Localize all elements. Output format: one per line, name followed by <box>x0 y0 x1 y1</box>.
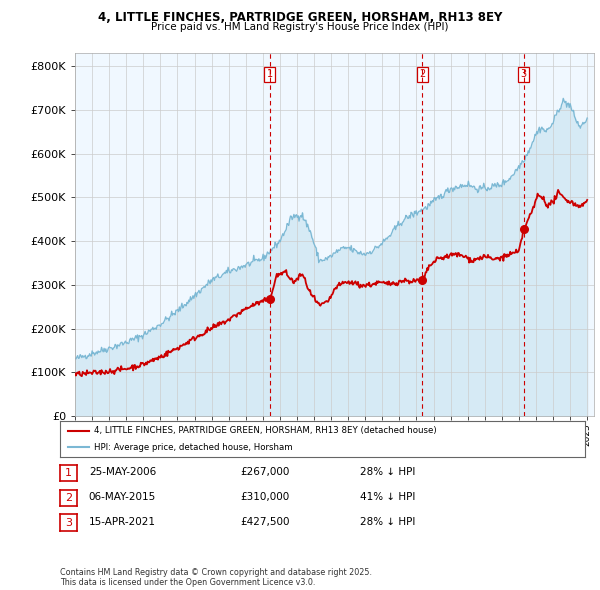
Text: 1: 1 <box>266 70 272 80</box>
Text: 25-MAY-2006: 25-MAY-2006 <box>89 467 156 477</box>
Text: 28% ↓ HPI: 28% ↓ HPI <box>360 517 415 526</box>
Text: 3: 3 <box>65 518 72 527</box>
Text: Price paid vs. HM Land Registry's House Price Index (HPI): Price paid vs. HM Land Registry's House … <box>151 22 449 32</box>
Text: 41% ↓ HPI: 41% ↓ HPI <box>360 492 415 502</box>
Text: 4, LITTLE FINCHES, PARTRIDGE GREEN, HORSHAM, RH13 8EY (detached house): 4, LITTLE FINCHES, PARTRIDGE GREEN, HORS… <box>94 426 437 435</box>
Text: 15-APR-2021: 15-APR-2021 <box>89 517 156 526</box>
Text: £427,500: £427,500 <box>240 517 290 526</box>
Text: 1: 1 <box>65 468 72 478</box>
Text: 2: 2 <box>65 493 72 503</box>
Text: 2: 2 <box>419 70 425 80</box>
Text: Contains HM Land Registry data © Crown copyright and database right 2025.
This d: Contains HM Land Registry data © Crown c… <box>60 568 372 587</box>
Text: HPI: Average price, detached house, Horsham: HPI: Average price, detached house, Hors… <box>94 443 293 452</box>
Text: 3: 3 <box>521 70 527 80</box>
Text: £310,000: £310,000 <box>240 492 289 502</box>
Text: 28% ↓ HPI: 28% ↓ HPI <box>360 467 415 477</box>
Text: £267,000: £267,000 <box>240 467 289 477</box>
Text: 06-MAY-2015: 06-MAY-2015 <box>89 492 156 502</box>
Text: 4, LITTLE FINCHES, PARTRIDGE GREEN, HORSHAM, RH13 8EY: 4, LITTLE FINCHES, PARTRIDGE GREEN, HORS… <box>98 11 502 24</box>
